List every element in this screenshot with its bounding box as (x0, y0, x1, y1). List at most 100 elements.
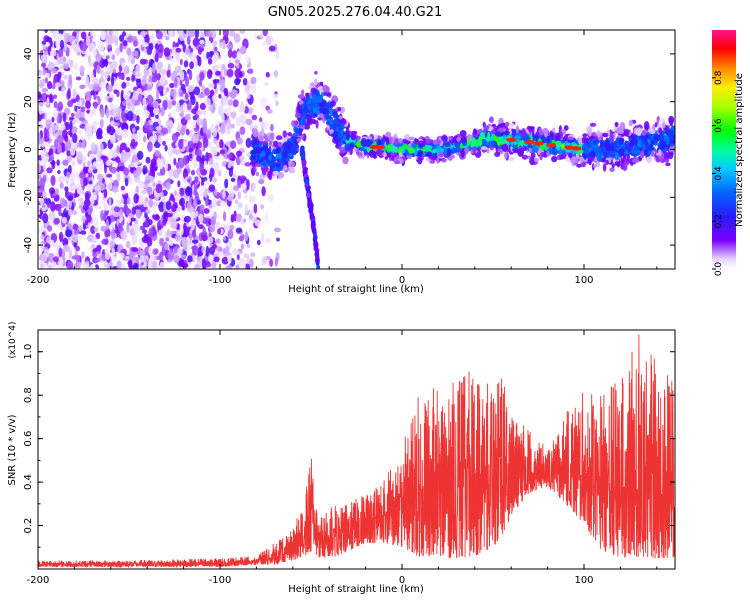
heatmap-cell (123, 90, 130, 101)
heatmap-cell (214, 149, 218, 156)
heatmap-cell (141, 229, 148, 234)
heatmap-cell (211, 54, 219, 64)
heatmap-cell (302, 111, 306, 118)
heatmap-cell (204, 97, 211, 108)
heatmap-cell (76, 109, 80, 116)
heatmap-cell (112, 68, 117, 74)
heatmap-cell (495, 131, 502, 137)
heatmap-cell (355, 147, 360, 153)
heatmap-cell (515, 125, 520, 135)
heatmap-cell (240, 243, 245, 250)
heatmap-cell (272, 170, 279, 175)
heatmap-cell (92, 161, 98, 167)
heatmap-cell (157, 43, 164, 53)
heatmap-cell (89, 263, 96, 269)
heatmap-cell (269, 258, 274, 267)
heatmap-cell (122, 31, 126, 37)
heatmap-cell (109, 176, 114, 184)
heatmap-cell (250, 209, 255, 214)
heatmap-cell (47, 203, 52, 208)
heatmap-cell (71, 234, 79, 243)
heatmap-cell (70, 172, 76, 184)
y-tick-label: -40 (23, 237, 34, 253)
heatmap-cell (62, 112, 67, 123)
heatmap-cell (228, 167, 234, 178)
heatmap-cell (443, 147, 448, 156)
heatmap-cell (628, 119, 634, 127)
heatmap-cell (470, 142, 474, 148)
heatmap-cell (64, 140, 72, 151)
heatmap-cell (342, 156, 349, 165)
heatmap-cell (589, 150, 596, 158)
heatmap-cell (253, 166, 257, 173)
heatmap-cell (398, 137, 403, 144)
heatmap-cell (263, 81, 269, 87)
heatmap-cell (209, 89, 215, 97)
heatmap-cell (302, 159, 307, 167)
heatmap-cell (581, 144, 587, 152)
heatmap-cell (126, 110, 134, 122)
heatmap-cell (255, 171, 260, 177)
heatmap-cell (153, 134, 157, 143)
heatmap-cell (177, 248, 184, 255)
heatmap-cell (183, 222, 187, 232)
heatmap-cell (52, 124, 56, 134)
heatmap-cell (275, 100, 279, 107)
heatmap-cell (161, 127, 169, 135)
heatmap-cell (272, 166, 277, 171)
heatmap-cell (104, 70, 109, 79)
heatmap-cell (108, 97, 113, 103)
heatmap-cell (43, 127, 48, 138)
heatmap-cell (227, 99, 234, 107)
heatmap-cell (48, 252, 55, 258)
heatmap-cell (99, 119, 104, 128)
heatmap-cell (509, 123, 515, 127)
heatmap-cell (313, 78, 318, 86)
heatmap-cell (207, 236, 214, 244)
heatmap-cell (307, 99, 312, 105)
heatmap-cell (149, 252, 154, 263)
heatmap-cell (63, 39, 68, 51)
heatmap-cell (63, 63, 70, 70)
heatmap-cell (44, 72, 51, 78)
heatmap-cell (39, 262, 46, 269)
heatmap-cell (223, 87, 228, 94)
heatmap-cell (180, 224, 184, 236)
heatmap-cell (592, 139, 600, 146)
heatmap-cell (181, 254, 187, 260)
heatmap-cell (250, 149, 258, 155)
heatmap-cell (533, 137, 537, 142)
heatmap-cell (139, 58, 146, 65)
heatmap-cell (113, 82, 119, 88)
heatmap-cell (282, 148, 287, 157)
spectrogram-xlabel: Height of straight line (km) (288, 284, 424, 295)
heatmap-cell (69, 59, 74, 68)
heatmap-cell (219, 41, 224, 49)
heatmap-cell (43, 51, 49, 56)
heatmap-cell (242, 78, 248, 86)
heatmap-cell (320, 92, 325, 97)
heatmap-cell (199, 163, 205, 173)
heatmap-cell (167, 100, 173, 110)
heatmap-cell (171, 220, 178, 230)
heatmap-cell (462, 135, 467, 143)
heatmap-cell (259, 117, 263, 123)
heatmap-cell (479, 132, 485, 139)
heatmap-cell (425, 139, 430, 144)
heatmap-cell (408, 136, 415, 141)
heatmap-cell (274, 257, 278, 267)
heatmap-cell (262, 30, 268, 37)
heatmap-cell (51, 67, 58, 74)
heatmap-cell (529, 157, 536, 166)
heatmap-cell (212, 127, 218, 138)
heatmap-cell (120, 89, 125, 101)
heatmap-cell (168, 125, 172, 134)
heatmap-cell (154, 248, 159, 255)
heatmap-cell (244, 203, 248, 214)
heatmap-cell (143, 109, 150, 118)
heatmap-cell (85, 195, 90, 205)
heatmap-cell (152, 100, 159, 109)
heatmap-cell (108, 30, 113, 36)
heatmap-cell (139, 255, 145, 263)
heatmap-cell (276, 237, 280, 242)
